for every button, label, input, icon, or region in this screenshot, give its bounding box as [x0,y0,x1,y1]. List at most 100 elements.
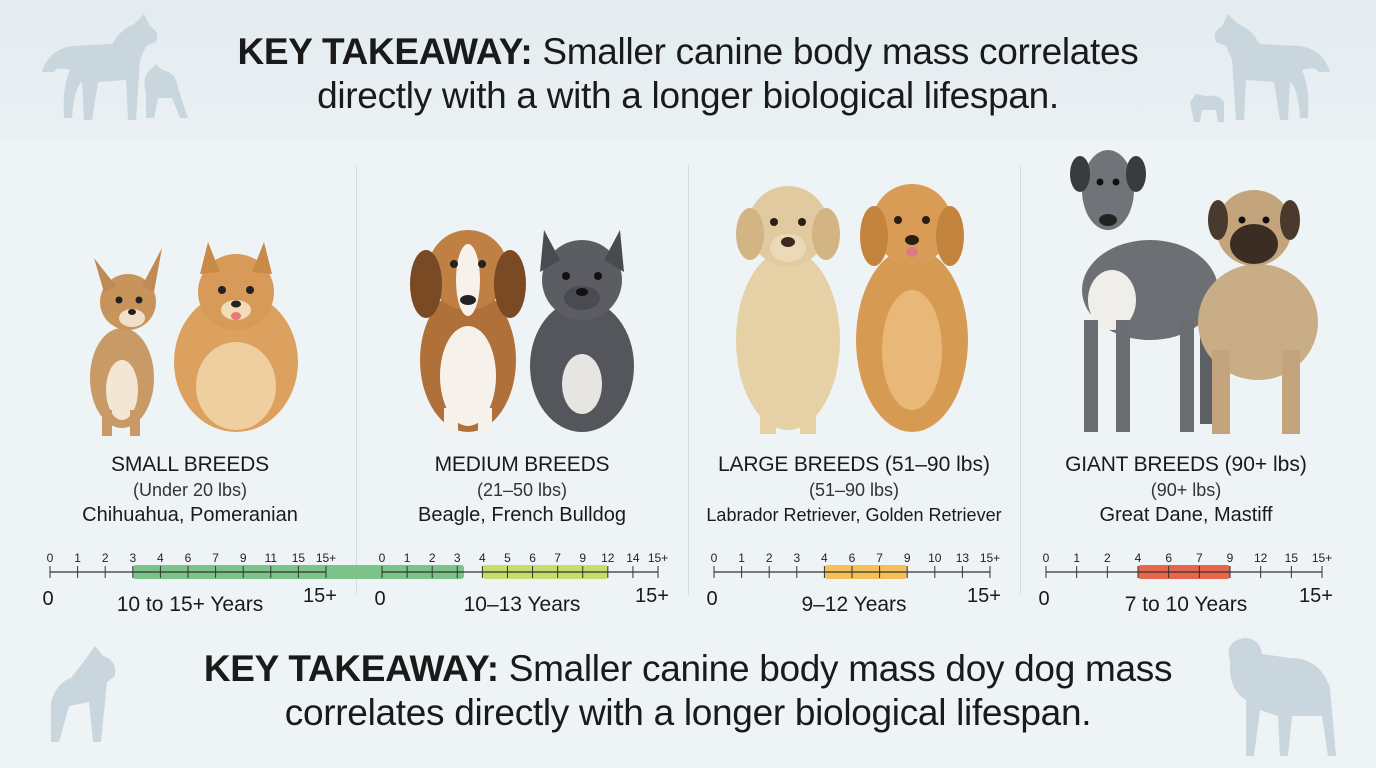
lifespan-range-label: 10–13 Years [463,593,581,616]
scale-tick-label: 1 [404,551,411,565]
category-panel-giant: GIANT BREEDS (90+ lbs) (90+ lbs) Great D… [1020,140,1352,640]
scale-tick-label: 15 [292,551,306,565]
scale-tick-label: 2 [102,551,109,565]
scale-tick-label: 13 [956,551,970,565]
category-weight: (90+ lbs) [1150,480,1222,500]
category-weight-inline: (90+ lbs) [1218,453,1307,476]
labrador-icon [736,186,840,434]
dog-illustration [1020,140,1352,440]
scale-start-label: 0 [1038,588,1049,610]
category-panel-large: LARGE BREEDS (51–90 lbs) (51–90 lbs) Lab… [688,140,1020,640]
scale-end-label: 15+ [303,585,337,607]
scale-tick-label: 6 [849,551,856,565]
scale-tick-label: 7 [876,551,883,565]
scale-tick-label: 0 [47,551,54,565]
scale-tick-label: 15+ [980,551,1000,565]
scale-tick-label: 15+ [648,551,668,565]
category-breeds: Labrador Retriever, Golden Retriever [706,505,1002,525]
scale-tick-label: 4 [821,551,828,565]
dog-silhouette-icon [25,640,165,760]
column-divider [688,165,689,595]
scale-start-label: 0 [374,588,385,610]
dog-silhouette-icon [1200,636,1350,760]
column-divider [356,165,357,595]
category-weight: (51–90 lbs) [808,480,900,500]
scale-tick-label: 1 [1073,551,1080,565]
scale-tick-label: 6 [185,551,192,565]
scale-tick-label: 0 [711,551,718,565]
scale-tick-label: 5 [504,551,511,565]
headline-text-line2: correlates directly with a longer biolog… [284,692,1092,733]
category-weight-inline: (51–90 lbs) [879,453,990,476]
scale-tick-label: 4 [479,551,486,565]
scale-tick-label: 7 [554,551,561,565]
scale-tick-label: 4 [157,551,164,565]
scale-tick-label: 1 [738,551,745,565]
scale-tick-label: 10 [928,551,942,565]
scale-tick-label: 0 [379,551,386,565]
headline-top: KEY TAKEAWAY: Smaller canine body mass c… [0,30,1376,118]
scale-tick-label: 1 [74,551,81,565]
scale-tick-label: 12 [1254,551,1268,565]
pomeranian-icon [174,242,298,432]
scale-tick-label: 15+ [1312,551,1332,565]
dog-illustration [24,140,356,440]
great-dane-icon [1070,150,1218,432]
lifespan-scale: 0 1 2 3 4 6 7 9 11 15 15+ 0 15+ [24,544,465,614]
headline-text-line2: directly with a with a longer biological… [317,75,1059,116]
scale-tick-label: 14 [626,551,640,565]
lifespan-range-label: 9–12 Years [801,593,907,616]
scale-end-label: 15+ [635,585,669,607]
scale-tick-label: 3 [129,551,136,565]
dog-illustration [688,140,1020,440]
scale-end-label: 15+ [967,585,1001,607]
category-weight: (Under 20 lbs) [132,480,248,500]
scale-end-label: 15+ [1299,585,1333,607]
lifespan-range-label: 10 to 15+ Years [116,593,264,616]
dog-illustration [356,140,688,440]
column-divider [1020,165,1021,595]
scale-tick-label: 7 [1196,551,1203,565]
category-name: GIANT BREEDS [1065,453,1219,476]
chihuahua-icon [90,248,162,436]
lifespan-scale: 0 1 2 4 6 7 9 12 15 15+ 0 15+ [1020,544,1352,614]
scale-tick-label: 9 [904,551,911,565]
scale-tick-label: 7 [212,551,219,565]
category-breeds: Chihuahua, Pomeranian [82,504,298,526]
scale-tick-label: 2 [1104,551,1111,565]
category-panel-small: SMALL BREEDS (Under 20 lbs) Chihuahua, P… [24,140,465,640]
scale-tick-label: 2 [429,551,436,565]
headline-text: Smaller canine body mass doy dog mass [498,648,1173,689]
headline-lead: KEY TAKEAWAY: [237,31,533,72]
headline-lead: KEY TAKEAWAY: [203,648,499,689]
category-panel-medium: MEDIUM BREEDS (21–50 lbs) Beagle, French… [356,140,688,640]
header-band [0,0,1376,138]
french-bulldog-icon [530,230,634,432]
golden-retriever-icon [856,184,968,432]
lifespan-scale: 0 1 2 3 4 5 6 7 9 12 14 15+ 0 15+ [356,544,688,614]
category-name: MEDIUM BREEDS [434,453,610,476]
scale-tick-label: 2 [766,551,773,565]
category-breeds: Great Dane, Mastiff [1099,504,1273,526]
category-name: SMALL BREEDS [111,453,269,476]
mastiff-icon [1198,190,1318,434]
scale-tick-label: 4 [1135,551,1142,565]
scale-tick-label: 6 [1165,551,1172,565]
dog-silhouette-icon [1180,12,1350,127]
scale-tick-label: 15+ [316,551,336,565]
dog-silhouette-icon [28,12,198,127]
scale-tick-label: 0 [1043,551,1050,565]
headline-bottom: KEY TAKEAWAY: Smaller canine body mass d… [0,647,1376,735]
scale-tick-label: 15 [1285,551,1299,565]
scale-start-label: 0 [706,588,717,610]
scale-tick-label: 9 [579,551,586,565]
beagle-icon [410,230,526,434]
category-breeds: Beagle, French Bulldog [418,504,626,526]
scale-tick-label: 11 [265,551,278,565]
scale-tick-label: 12 [601,551,615,565]
scale-tick-label: 6 [529,551,536,565]
category-name: LARGE BREEDS [718,453,880,476]
category-title: LARGE BREEDS (51–90 lbs) [688,452,1020,478]
scale-tick-label: 3 [793,551,800,565]
scale-tick-label: 9 [240,551,247,565]
